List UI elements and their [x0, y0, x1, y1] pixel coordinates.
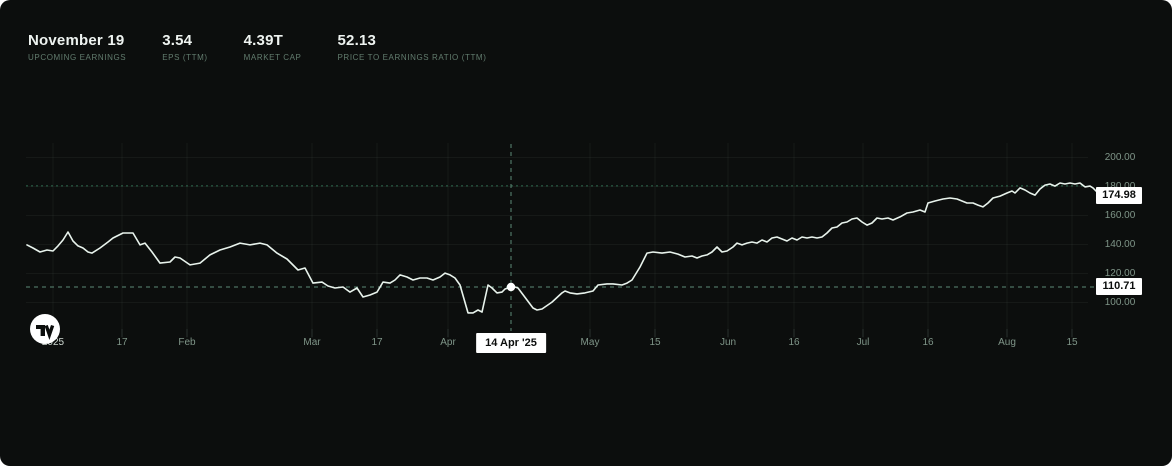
crosshair-dot: [506, 282, 516, 292]
stat-label: EPS (TTM): [162, 53, 208, 62]
stat-label: UPCOMING EARNINGS: [28, 53, 127, 62]
stat-value: 52.13: [337, 32, 377, 49]
fundamentals-header: November 19 UPCOMING EARNINGS 3.54 EPS (…: [28, 32, 486, 62]
stat-label: PRICE TO EARNINGS RATIO (TTM): [337, 53, 487, 62]
stat-value: 3.54: [162, 32, 193, 49]
stat-market-cap: 4.39T MARKET CAP: [244, 32, 302, 62]
stat-eps: 3.54 EPS (TTM): [162, 32, 207, 62]
stat-value: November 19: [28, 32, 125, 49]
stat-label: MARKET CAP: [243, 53, 302, 62]
tradingview-logo[interactable]: [30, 314, 60, 344]
stat-value: 4.39T: [243, 32, 283, 49]
stat-pe-ratio: 52.13 PRICE TO EARNINGS RATIO (TTM): [338, 32, 487, 62]
price-line-series: [26, 182, 1109, 314]
tradingview-logo-icon: [30, 314, 60, 344]
stat-upcoming-earnings: November 19 UPCOMING EARNINGS: [28, 32, 126, 62]
